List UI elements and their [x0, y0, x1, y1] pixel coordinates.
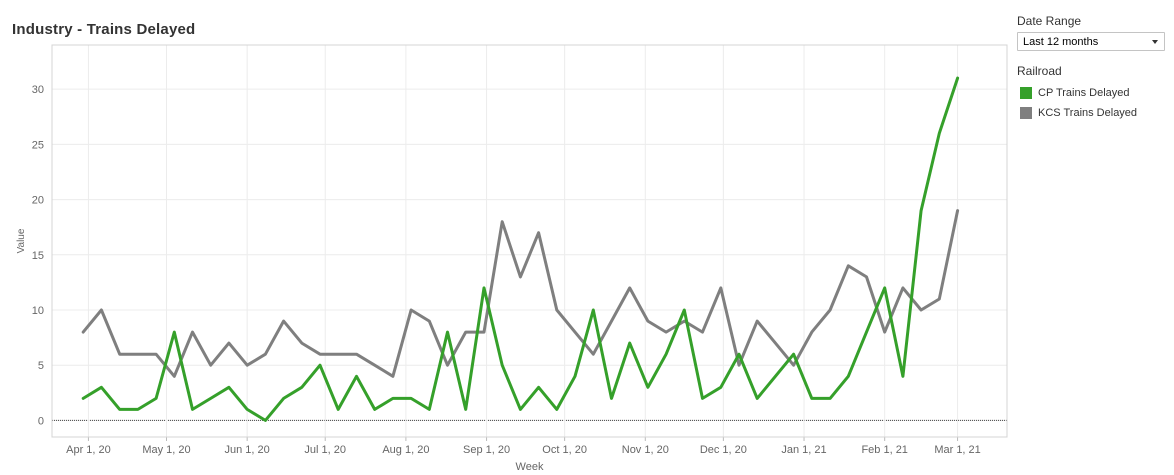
y-tick-label: 25 — [32, 139, 44, 151]
x-tick-label: Jan 1, 21 — [781, 444, 826, 456]
line-chart: 0 5 10 15 20 25 30 Apr 1, 20 May 1, 20 Jun 1, 20… — [16, 44, 1008, 473]
x-axis-label: Week — [516, 461, 544, 473]
x-tick-label: Mar 1, 21 — [934, 444, 980, 456]
legend-swatch-kcs — [1020, 107, 1032, 119]
legend-item-kcs[interactable]: KCS Trains Delayed — [1017, 103, 1169, 123]
chevron-down-icon — [1152, 40, 1158, 44]
legend-title: Railroad — [1017, 64, 1062, 78]
x-tick-label: Oct 1, 20 — [542, 444, 587, 456]
x-tick-label: Aug 1, 20 — [382, 444, 429, 456]
y-tick-label: 0 — [38, 415, 44, 427]
y-tick-label: 20 — [32, 195, 44, 207]
legend-swatch-cp — [1020, 87, 1032, 99]
x-tick-label: Dec 1, 20 — [700, 444, 747, 456]
y-axis-label: Value — [16, 228, 27, 253]
date-range-dropdown[interactable]: Last 12 months — [1017, 32, 1165, 51]
x-axis: Apr 1, 20 May 1, 20 Jun 1, 20 Jul 1, 20 Aug … — [66, 437, 981, 456]
y-tick-label: 10 — [32, 305, 44, 317]
date-range-label: Date Range — [1017, 14, 1082, 28]
date-range-value: Last 12 months — [1023, 36, 1099, 48]
y-tick-label: 15 — [32, 250, 44, 262]
x-tick-label: Apr 1, 20 — [66, 444, 111, 456]
series-line-kcs[interactable] — [81, 209, 960, 378]
x-tick-label: May 1, 20 — [142, 444, 190, 456]
series-lines — [81, 76, 960, 422]
x-tick-label: Nov 1, 20 — [622, 444, 669, 456]
x-tick-label: Feb 1, 21 — [861, 444, 907, 456]
y-tick-label: 5 — [38, 360, 44, 372]
plot-frame — [51, 44, 1008, 438]
legend-item-cp[interactable]: CP Trains Delayed — [1017, 83, 1169, 103]
legend-label-cp: CP Trains Delayed — [1038, 87, 1130, 99]
y-axis: 0 5 10 15 20 25 30 — [32, 84, 44, 427]
x-tick-label: Jul 1, 20 — [304, 444, 346, 456]
x-tick-label: Sep 1, 20 — [463, 444, 510, 456]
chart-title: Industry - Trains Delayed — [12, 21, 196, 38]
series-line-cp[interactable] — [81, 76, 960, 422]
y-tick-label: 30 — [32, 84, 44, 96]
side-panel: Date Range Last 12 months Railroad CP Tr… — [1017, 14, 1169, 123]
x-tick-label: Jun 1, 20 — [225, 444, 270, 456]
gridlines — [52, 45, 1007, 437]
legend-label-kcs: KCS Trains Delayed — [1038, 107, 1138, 119]
